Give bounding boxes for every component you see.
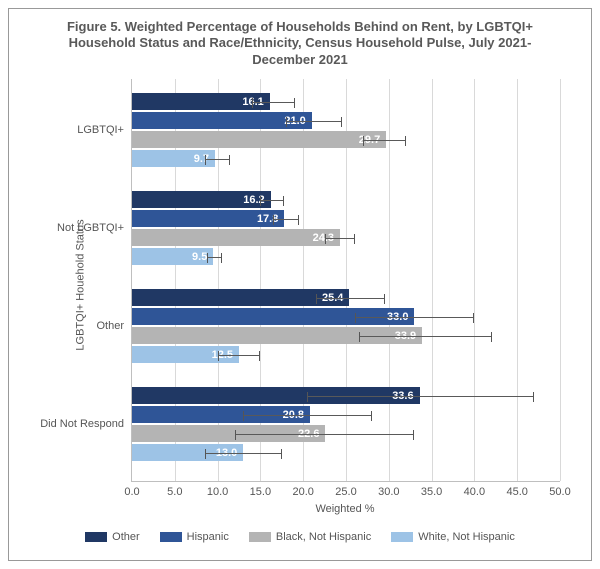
error-bar (325, 238, 355, 239)
error-bar (252, 102, 295, 103)
error-bar (363, 140, 406, 141)
x-axis-title: Weighted % (131, 503, 559, 515)
error-bar (243, 415, 371, 416)
gridline (432, 79, 433, 481)
y-axis-title: LGBTQI+ Houehold Status (75, 219, 87, 350)
x-tick-label: 10.0 (207, 486, 228, 498)
gridline (517, 79, 518, 481)
bar: 24.3 (132, 229, 340, 246)
category-label: Not LGBTQI+ (57, 222, 132, 234)
gridline (474, 79, 475, 481)
legend-item: Black, Not Hispanic (249, 531, 371, 543)
legend-swatch (85, 532, 107, 542)
x-tick-label: 20.0 (292, 486, 313, 498)
bar: 29.7 (132, 131, 386, 148)
legend-item: Other (85, 531, 140, 543)
legend-swatch (160, 532, 182, 542)
bar: 16.2 (132, 191, 271, 208)
error-bar (218, 355, 261, 356)
bar: 9.5 (132, 248, 213, 265)
x-tick-label: 35.0 (421, 486, 442, 498)
category-label: Other (96, 320, 132, 332)
chart-title: Figure 5. Weighted Percentage of Househo… (9, 19, 591, 68)
x-tick-label: 0.0 (124, 486, 139, 498)
gridline (560, 79, 561, 481)
error-bar (316, 298, 384, 299)
legend-label: Black, Not Hispanic (276, 531, 371, 543)
error-bar (235, 434, 415, 435)
legend-item: Hispanic (160, 531, 229, 543)
legend-swatch (391, 532, 413, 542)
error-bar (207, 257, 222, 258)
error-bar (273, 219, 299, 220)
error-bar (205, 159, 231, 160)
plot-area: 0.05.010.015.020.025.030.035.040.045.050… (131, 79, 560, 482)
error-bar (205, 453, 282, 454)
category-label: Did Not Respond (40, 418, 132, 430)
legend: Other Hispanic Black, Not Hispanic White, N… (9, 531, 591, 543)
legend-label: Hispanic (187, 531, 229, 543)
error-bar (260, 200, 284, 201)
legend-label: White, Not Hispanic (418, 531, 515, 543)
x-tick-label: 25.0 (335, 486, 356, 498)
chart-frame: Figure 5. Weighted Percentage of Househo… (8, 8, 592, 561)
bar: 17.8 (132, 210, 284, 227)
x-tick-label: 15.0 (250, 486, 271, 498)
legend-swatch (249, 532, 271, 542)
error-bar (307, 396, 534, 397)
bar: 16.1 (132, 93, 270, 110)
error-bar (359, 336, 492, 337)
error-bar (286, 121, 342, 122)
legend-item: White, Not Hispanic (391, 531, 515, 543)
legend-label: Other (112, 531, 140, 543)
x-tick-label: 40.0 (464, 486, 485, 498)
error-bar (355, 317, 475, 318)
bar: 9.7 (132, 150, 215, 167)
x-tick-label: 50.0 (549, 486, 570, 498)
category-label: LGBTQI+ (77, 124, 132, 136)
bar-value-label: 9.5 (192, 251, 207, 263)
x-tick-label: 45.0 (506, 486, 527, 498)
bar: 21.0 (132, 112, 312, 129)
x-tick-label: 30.0 (378, 486, 399, 498)
x-tick-label: 5.0 (167, 486, 182, 498)
